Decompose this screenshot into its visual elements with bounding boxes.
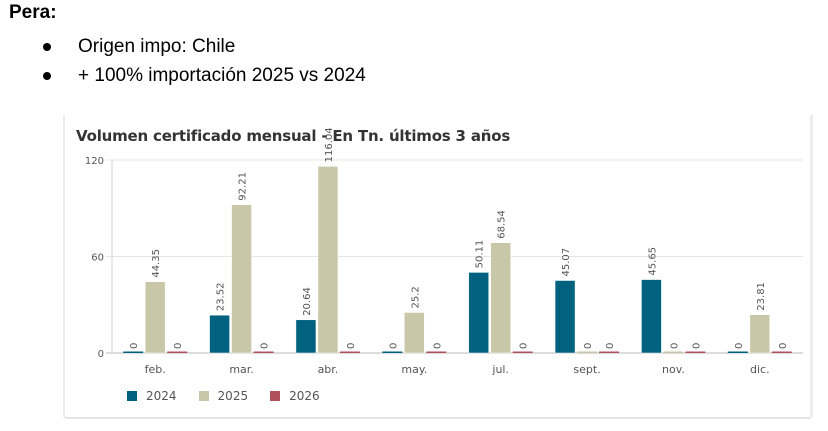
legend-item-2026[interactable]: 2026 — [270, 389, 320, 403]
chart-legend: 2024 2025 2026 — [127, 389, 342, 403]
bar-2024 — [382, 351, 403, 353]
data-label: 0 — [669, 343, 680, 349]
bullet-text: Origen impo: Chile — [78, 36, 236, 57]
bar-2026 — [771, 351, 792, 353]
data-label: 44.35 — [151, 249, 162, 278]
data-label: 0 — [173, 343, 184, 349]
x-tick-label: abr. — [318, 363, 339, 376]
bar-2024 — [641, 279, 662, 354]
bar-2025 — [404, 312, 425, 354]
x-tick-label: dic. — [750, 363, 770, 376]
bar-2025 — [749, 314, 771, 354]
bar-2024 — [123, 351, 144, 353]
bar-2024 — [468, 272, 489, 354]
x-tick-label: nov. — [662, 363, 685, 376]
y-tick-label: 60 — [91, 253, 104, 264]
bullet-item: + 100% importación 2025 vs 2024 — [40, 61, 366, 90]
data-label: 45.65 — [647, 247, 658, 276]
data-label: 92.21 — [238, 172, 249, 201]
data-label: 0 — [734, 343, 745, 349]
bar-2026 — [685, 351, 706, 353]
data-label: 23.81 — [756, 282, 767, 311]
bar-2024 — [209, 314, 230, 354]
legend-swatch — [127, 391, 137, 401]
bullet-icon — [43, 43, 51, 51]
bar-2024 — [727, 351, 748, 353]
data-label: 23.52 — [216, 283, 227, 312]
bullet-icon — [43, 72, 51, 80]
y-tick-label: 120 — [85, 156, 104, 167]
bar-2025 — [317, 166, 339, 354]
bar-2026 — [253, 351, 274, 353]
legend-label: 2026 — [289, 389, 320, 403]
data-label: 0 — [129, 343, 140, 349]
data-label: 50.11 — [475, 240, 486, 269]
bar-2024 — [554, 280, 576, 354]
bar-2026 — [426, 351, 447, 353]
data-label: 0 — [260, 343, 271, 349]
bar-2025 — [144, 281, 166, 354]
slide-title: Pera: — [9, 2, 57, 23]
legend-item-2025[interactable]: 2025 — [198, 389, 249, 403]
bullet-text: + 100% importación 2025 vs 2024 — [78, 65, 366, 86]
chart-card: Volumen certificado mensual - En Tn. últ… — [63, 115, 813, 419]
bar-2026 — [512, 351, 533, 353]
data-label: 0 — [583, 343, 594, 349]
data-label: 0 — [388, 343, 399, 349]
chart-title: Volumen certificado mensual - En Tn. últ… — [76, 127, 511, 145]
x-tick-label: may. — [401, 363, 427, 376]
legend-item-2024[interactable]: 2024 — [127, 389, 177, 403]
legend-swatch — [270, 391, 281, 401]
x-tick-label: sept. — [573, 363, 600, 376]
bar-2025 — [490, 242, 511, 354]
data-label: 0 — [346, 343, 357, 349]
x-tick-label: mar. — [229, 363, 253, 376]
data-label: 25.2 — [410, 286, 421, 308]
bar-2024 — [295, 319, 317, 354]
bar-chart: 0 60 120 0 44.35 0 feb. 23.52 92.21 0 mar. 20.64 116… — [85, 127, 803, 376]
data-label: 20.64 — [302, 287, 313, 316]
data-label: 68.54 — [497, 210, 508, 239]
bar-2025 — [663, 351, 684, 353]
legend-swatch — [198, 391, 209, 401]
legend-label: 2024 — [146, 389, 177, 403]
bar-2025 — [231, 204, 252, 354]
data-label: 0 — [691, 343, 702, 349]
data-label: 0 — [605, 343, 616, 349]
bullet-item: Origen impo: Chile — [40, 32, 366, 61]
bullet-list: Origen impo: Chile + 100% importación 20… — [40, 32, 366, 90]
bar-2026 — [167, 351, 188, 353]
x-tick-label: jul. — [491, 363, 509, 376]
bar-2025 — [577, 351, 598, 353]
bar-2026 — [339, 351, 360, 353]
bar-2026 — [599, 351, 620, 353]
y-tick-label: 0 — [98, 349, 104, 360]
x-tick-label: feb. — [145, 363, 166, 376]
data-label: 45.07 — [561, 248, 572, 277]
data-label: 0 — [432, 343, 443, 349]
legend-label: 2025 — [217, 389, 249, 403]
data-label: 0 — [519, 343, 530, 349]
data-label: 0 — [778, 343, 789, 349]
data-label: 116.04 — [324, 127, 335, 162]
